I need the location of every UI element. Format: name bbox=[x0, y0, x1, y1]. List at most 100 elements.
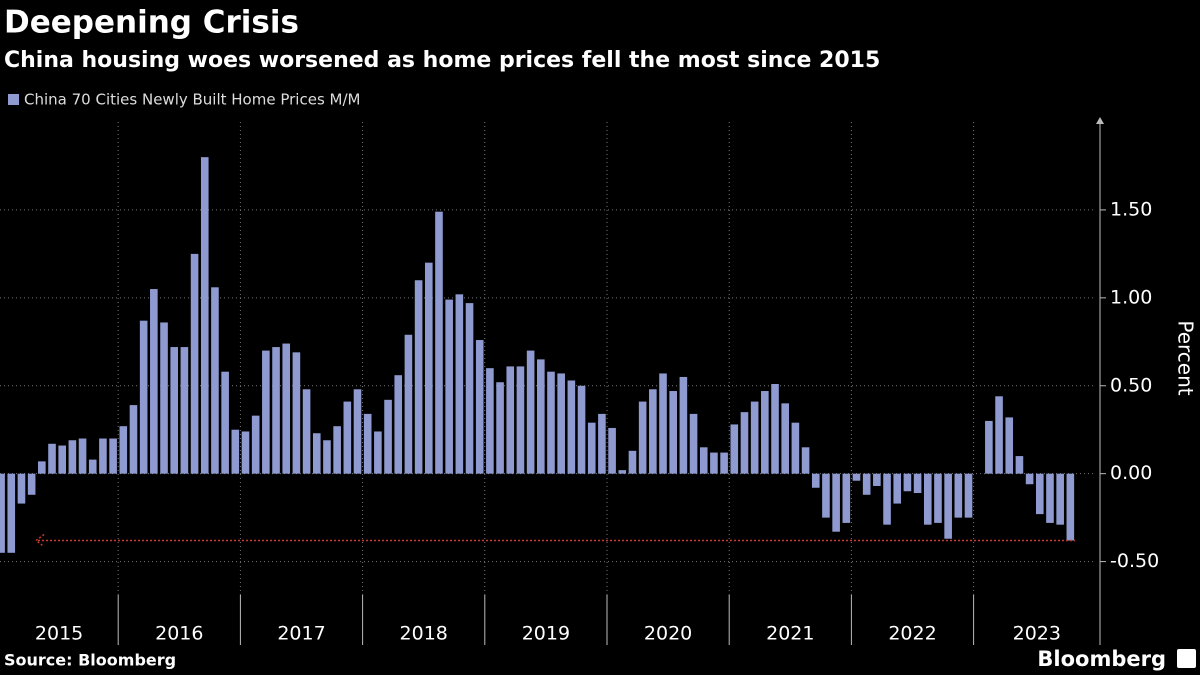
bar bbox=[211, 287, 219, 474]
y-tick-label: 1.50 bbox=[1110, 198, 1152, 220]
bar bbox=[109, 438, 117, 474]
x-tick-label: 2021 bbox=[766, 623, 814, 645]
bar bbox=[649, 389, 657, 474]
bar bbox=[78, 438, 87, 474]
bar bbox=[720, 452, 728, 474]
bar bbox=[323, 440, 331, 474]
bar bbox=[272, 347, 280, 474]
bar bbox=[557, 373, 565, 474]
bar bbox=[1066, 473, 1075, 541]
bar bbox=[475, 340, 484, 474]
bar bbox=[537, 359, 545, 474]
bar bbox=[292, 352, 301, 474]
bar bbox=[302, 389, 311, 474]
bar bbox=[659, 373, 667, 474]
bar bbox=[129, 405, 138, 474]
bar bbox=[832, 473, 840, 532]
bar bbox=[17, 473, 26, 504]
bar bbox=[251, 415, 260, 474]
bar bbox=[190, 253, 199, 474]
bar bbox=[506, 366, 515, 474]
x-tick-label: 2022 bbox=[888, 623, 936, 645]
bar bbox=[516, 366, 525, 474]
bar bbox=[424, 262, 433, 474]
bar bbox=[638, 401, 647, 474]
bar bbox=[689, 413, 698, 474]
bar bbox=[180, 347, 189, 474]
y-tick-label: -0.50 bbox=[1110, 550, 1159, 572]
bar bbox=[801, 447, 810, 474]
bar bbox=[883, 473, 891, 525]
brand: Bloomberg bbox=[1037, 647, 1166, 671]
y-axis-label: Percent bbox=[1174, 320, 1198, 395]
bar bbox=[923, 473, 932, 525]
bar bbox=[99, 438, 107, 474]
bar bbox=[38, 461, 46, 474]
bar bbox=[669, 391, 677, 474]
bar bbox=[170, 347, 179, 474]
y-tick-label: 1.00 bbox=[1110, 286, 1152, 308]
bar bbox=[353, 389, 362, 474]
reference-arrow bbox=[34, 533, 45, 548]
bar bbox=[577, 385, 586, 474]
source: Source: Bloomberg bbox=[4, 651, 176, 670]
x-tick-label: 2018 bbox=[400, 623, 448, 645]
bar bbox=[781, 403, 790, 474]
bar bbox=[618, 470, 627, 474]
bar bbox=[598, 413, 606, 474]
legend-swatch bbox=[8, 94, 19, 105]
bar bbox=[822, 473, 830, 518]
bar bbox=[394, 375, 403, 474]
bar bbox=[913, 473, 922, 494]
bar bbox=[628, 450, 637, 474]
chart-subtitle: China housing woes worsened as home pric… bbox=[4, 48, 880, 73]
bar bbox=[374, 431, 382, 474]
bar bbox=[241, 431, 250, 474]
bar bbox=[363, 413, 372, 474]
bar bbox=[954, 473, 963, 518]
bar bbox=[414, 280, 423, 474]
bar bbox=[486, 368, 494, 474]
bar bbox=[221, 371, 229, 474]
bar bbox=[496, 382, 504, 474]
bar bbox=[679, 376, 688, 474]
bar bbox=[771, 383, 779, 474]
x-tick-label: 2015 bbox=[35, 623, 83, 645]
bar bbox=[811, 473, 820, 488]
bar bbox=[7, 473, 16, 553]
bar bbox=[1035, 473, 1044, 515]
bar bbox=[58, 445, 66, 474]
bar bbox=[262, 350, 270, 474]
x-tick-label: 2019 bbox=[522, 623, 570, 645]
bar bbox=[567, 380, 576, 474]
bar bbox=[944, 473, 952, 539]
y-axis-arrow bbox=[1096, 117, 1104, 124]
x-tick-label: 2020 bbox=[644, 623, 692, 645]
bar bbox=[1046, 473, 1054, 523]
bar bbox=[791, 422, 800, 474]
bar bbox=[1025, 473, 1034, 485]
bar bbox=[200, 157, 209, 474]
bar bbox=[587, 422, 596, 474]
chart-title: Deepening Crisis bbox=[4, 5, 299, 41]
bar bbox=[139, 320, 148, 474]
bar bbox=[343, 401, 352, 474]
bar bbox=[150, 289, 158, 474]
x-tick-label: 2017 bbox=[277, 623, 325, 645]
bar bbox=[0, 473, 5, 553]
bar bbox=[160, 322, 168, 474]
bar bbox=[312, 433, 321, 474]
bar bbox=[761, 391, 769, 474]
brand-icon bbox=[1177, 649, 1196, 668]
y-tick-label: 0.50 bbox=[1110, 374, 1152, 396]
bar bbox=[750, 401, 759, 474]
bar bbox=[88, 459, 97, 474]
y-tick-label: 0.00 bbox=[1110, 462, 1152, 484]
bar bbox=[465, 303, 474, 474]
bar bbox=[333, 426, 341, 474]
bar bbox=[231, 429, 240, 474]
bar bbox=[873, 473, 881, 486]
bar bbox=[68, 440, 77, 474]
